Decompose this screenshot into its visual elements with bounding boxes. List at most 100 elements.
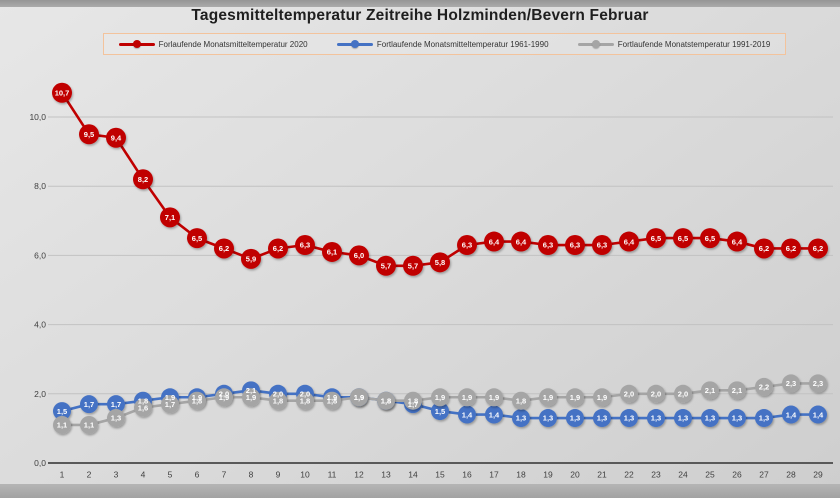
data-label: 2,0 <box>300 390 310 399</box>
legend-label: Fortlaufende Monatsmitteltemperatur 1961… <box>376 39 549 49</box>
data-point <box>808 238 828 259</box>
data-point <box>106 127 126 148</box>
data-point <box>782 405 800 424</box>
data-point <box>107 409 125 428</box>
x-tick-label: 18 <box>516 470 526 480</box>
top-border-band <box>0 0 840 7</box>
data-point <box>538 235 558 256</box>
data-point <box>809 374 827 393</box>
data-label: 6,2 <box>219 244 229 253</box>
data-label: 10,7 <box>55 88 70 97</box>
data-label: 6,4 <box>489 237 500 246</box>
x-tick-label: 8 <box>249 470 254 480</box>
data-label: 2,0 <box>678 390 688 399</box>
data-point <box>565 235 585 256</box>
data-point <box>592 235 612 256</box>
data-point <box>431 402 449 421</box>
data-point <box>53 415 71 434</box>
legend-label: Forlaufende Monatsmitteltemperatur 2020 <box>158 39 308 49</box>
legend-item-1961-1990[interactable]: Fortlaufende Monatsmitteltemperatur 1961… <box>336 39 549 49</box>
x-tick-label: 3 <box>114 470 119 480</box>
data-label: 6,2 <box>273 244 283 253</box>
data-point <box>160 207 180 228</box>
data-point <box>430 252 450 273</box>
data-point <box>674 409 692 428</box>
series-labels-1: 1,51,7 1,7 1,8 1,9 1,9 2,0 2,1 2,0 2,0 1,9 1,9 1,8 1… <box>57 386 824 423</box>
line-marker-icon <box>336 40 373 48</box>
data-label: 1,9 <box>354 393 364 402</box>
data-point <box>188 391 206 410</box>
data-label: 6,0 <box>354 251 364 260</box>
x-tick-label: 6 <box>195 470 200 480</box>
data-label: 1,8 <box>327 396 337 405</box>
data-label: 1,6 <box>138 403 148 412</box>
data-point <box>647 409 665 428</box>
data-label: 1,9 <box>435 393 445 402</box>
series-line-2 <box>53 374 827 434</box>
data-label: 6,4 <box>516 237 527 246</box>
data-label: 1,3 <box>516 414 526 423</box>
x-tick-labels: 1 2 3 4 5 6 7 8 9 10 11 12 13 14 15 16 17 18 19 20 21 22 23 24 2… <box>60 470 823 480</box>
data-label: 1,3 <box>759 414 769 423</box>
data-label: 6,5 <box>705 234 715 243</box>
data-label: 1,9 <box>192 393 202 402</box>
data-point <box>268 238 288 259</box>
data-label: 1,9 <box>246 393 256 402</box>
data-point <box>782 374 800 393</box>
data-label: 1,4 <box>489 410 500 419</box>
data-label: 5,7 <box>381 261 391 270</box>
data-point <box>322 241 342 262</box>
data-point <box>727 231 747 252</box>
data-label: 8,2 <box>138 175 148 184</box>
data-label: 2,1 <box>246 386 256 395</box>
data-label: 6,5 <box>678 234 688 243</box>
data-point <box>376 255 396 276</box>
data-point <box>701 381 719 400</box>
data-point <box>728 381 746 400</box>
data-label: 6,4 <box>624 237 635 246</box>
data-label: 1,9 <box>219 393 229 402</box>
x-tick-label: 4 <box>141 470 146 480</box>
data-point <box>755 409 773 428</box>
data-point <box>161 395 179 414</box>
legend-item-1991-2019[interactable]: Fortlaufende Monatstemperatur 1991-2019 <box>577 40 770 49</box>
x-tick-label: 10 <box>300 470 310 480</box>
data-point <box>809 405 827 424</box>
y-tick-label: 8,0 <box>34 181 46 191</box>
data-point <box>700 228 720 249</box>
x-tick-label: 7 <box>222 470 227 480</box>
y-tick-label: 2,0 <box>34 389 46 399</box>
x-tick-label: 13 <box>381 470 391 480</box>
legend-item-2020[interactable]: Forlaufende Monatsmitteltemperatur 2020 <box>118 39 308 49</box>
data-point <box>647 384 665 403</box>
data-point <box>674 384 692 403</box>
data-label: 1,7 <box>165 400 175 409</box>
x-tick-label: 14 <box>408 470 418 480</box>
data-label: 2,0 <box>624 390 634 399</box>
data-label: 1,7 <box>84 400 94 409</box>
data-point <box>215 388 233 407</box>
x-tick-label: 25 <box>705 470 715 480</box>
data-label: 1,3 <box>597 414 607 423</box>
data-label: 1,9 <box>327 393 337 402</box>
data-label: 1,8 <box>408 396 418 405</box>
chart-title: Tagesmitteltemperatur Zeitreihe Holzmind… <box>191 7 649 24</box>
data-point <box>673 228 693 249</box>
data-point <box>754 238 774 259</box>
x-tick-label: 26 <box>732 470 742 480</box>
data-point <box>485 405 503 424</box>
y-grid: 0,0 2,0 4,0 6,0 8,0 10,0 <box>29 112 833 468</box>
data-point <box>539 409 557 428</box>
x-tick-label: 22 <box>624 470 634 480</box>
data-label: 1,3 <box>732 414 742 423</box>
data-point <box>728 409 746 428</box>
data-point <box>79 124 99 145</box>
data-label: 6,4 <box>732 237 743 246</box>
data-label: 6,2 <box>786 244 796 253</box>
data-label: 2,2 <box>759 383 769 392</box>
data-point <box>52 82 72 103</box>
data-point <box>593 409 611 428</box>
data-label: 2,0 <box>273 390 283 399</box>
series-labels-2: 1,1 1,11,31,6 1,7 1,8 1,9 1,9 1,8 1,8 1,8 1,9 1,8 1… <box>57 379 823 430</box>
